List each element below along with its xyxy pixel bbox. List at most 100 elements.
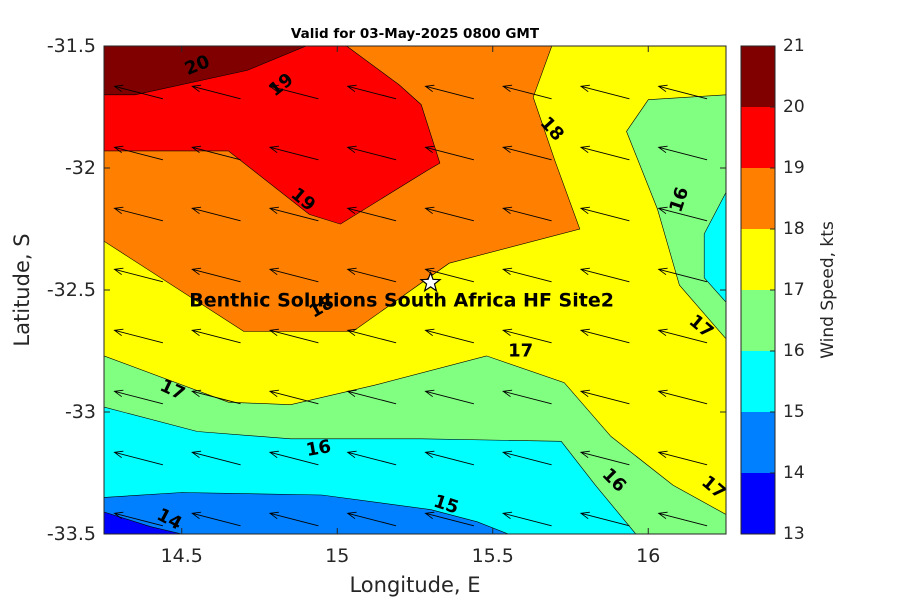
contour-band-20-21-3: [104, 46, 307, 96]
wind-arrow-5-2: [268, 389, 319, 405]
wind-arrow-0-3: [346, 84, 397, 100]
y-tick-label-3: -33: [65, 401, 96, 423]
x-tick-label-3: 16: [636, 545, 660, 567]
wind-arrow-3-1: [191, 267, 241, 283]
wind-arrow-4-7: [657, 328, 708, 344]
wind-arrow-4-0: [113, 328, 164, 344]
wind-arrow-3-0: [113, 267, 164, 283]
wind-arrow-1-2: [268, 145, 319, 161]
wind-arrow-0-4: [424, 84, 475, 100]
contour-label-7: 17: [508, 341, 533, 362]
y-tick-label-2: -32.5: [47, 279, 96, 301]
contour-band-15-16-7: [703, 192, 726, 303]
wind-arrow-5-5: [502, 389, 552, 405]
contour-band-14-15-8: [104, 492, 509, 534]
wind-arrow-1-1: [191, 145, 241, 161]
x-axis-title: Longitude, E: [349, 573, 480, 597]
wind-arrow-4-4: [424, 328, 475, 344]
wind-arrow-3-6: [579, 267, 630, 283]
wind-arrow-6-4: [424, 450, 475, 466]
y-axis-title: Latitude, S: [10, 233, 34, 346]
colorbar-title: Wind Speed, kts: [818, 221, 838, 359]
wind-arrow-2-5: [502, 206, 552, 222]
wind-arrow-3-2: [268, 267, 319, 283]
wind-arrow-4-5: [502, 328, 552, 344]
plot-title: Valid for 03-May-2025 0800 GMT: [291, 26, 540, 42]
wind-arrow-1-5: [502, 145, 552, 161]
wind-arrow-4-2: [268, 328, 319, 344]
wind-arrow-6-2: [268, 450, 319, 466]
y-tick-label-1: -32: [65, 157, 96, 179]
wind-arrow-2-3: [346, 206, 397, 222]
colorbar: 13 14 15 16 17 18 19 20 21 Wind Speed, kts: [740, 36, 838, 544]
contour-band-13-14-9: [104, 511, 182, 534]
wind-arrow-7-6: [579, 511, 630, 527]
colorbar-tick-label-3: 16: [783, 341, 805, 361]
wind-arrow-0-6: [579, 84, 630, 100]
wind-arrow-4-1: [191, 328, 241, 344]
wind-arrow-2-7: [657, 206, 708, 222]
site-star-marker: [419, 270, 442, 293]
colorbar-tick-label-5: 18: [783, 219, 805, 239]
contour-band-16-17-5: [626, 94, 726, 340]
colorbar-tick-label-1: 14: [783, 463, 805, 483]
wind-arrow-6-1: [191, 450, 241, 466]
wind-arrow-5-1: [191, 389, 241, 405]
y-tick-label-4: -33.5: [47, 523, 96, 545]
x-tick-label-2: 15.5: [472, 545, 514, 567]
x-axis-ticks: 14.5 15 15.5 16: [161, 46, 660, 567]
wind-arrow-2-0: [113, 206, 164, 222]
wind-arrow-4-6: [579, 328, 630, 344]
wind-arrow-1-6: [579, 145, 630, 161]
wind-arrow-3-3: [346, 267, 397, 283]
site-label: Benthic Solutions South Africa HF Site2: [189, 290, 614, 312]
colorbar-band-20-21: [741, 46, 775, 107]
colorbar-tick-label-4: 17: [783, 280, 805, 300]
wind-arrow-7-4: [424, 511, 475, 527]
contour-band-19-20-2: [104, 46, 441, 225]
y-axis-ticks: -31.5 -32 -32.5 -33 -33.5: [47, 35, 726, 545]
wind-arrow-4-3: [346, 328, 397, 344]
wind-arrow-7-3: [346, 511, 397, 527]
wind-arrow-7-2: [268, 511, 319, 527]
wind-arrow-3-7: [657, 267, 708, 283]
contour-label-9: 16: [304, 436, 332, 461]
site-marker-group: Benthic Solutions South Africa HF Site2: [189, 270, 614, 312]
colorbar-band-16-17: [741, 290, 775, 351]
colorbar-ticks: 13 14 15 16 17 18 19 20 21: [770, 36, 805, 544]
wind-arrow-1-4: [424, 145, 475, 161]
wind-arrow-0-7: [657, 84, 708, 100]
x-tick-label-0: 14.5: [161, 545, 203, 567]
wind-arrow-6-5: [502, 450, 552, 466]
colorbar-tick-label-2: 15: [783, 402, 805, 422]
colorbar-tick-label-8: 21: [783, 36, 805, 56]
colorbar-tick-label-7: 20: [783, 97, 805, 117]
colorbar-band-19-20: [741, 107, 775, 168]
wind-vectors: [113, 84, 708, 527]
colorbar-band-15-16: [741, 351, 775, 412]
wind-arrow-6-3: [346, 450, 397, 466]
wind-arrow-6-6: [579, 450, 630, 466]
wind-arrow-1-3: [346, 145, 397, 161]
wind-arrow-6-7: [657, 450, 708, 466]
wind-arrow-2-6: [579, 206, 630, 222]
wind-arrow-0-1: [191, 84, 241, 100]
x-tick-label-1: 15: [325, 545, 349, 567]
wind-arrow-7-1: [191, 511, 241, 527]
y-tick-label-0: -31.5: [47, 35, 96, 57]
colorbar-band-13-14: [741, 473, 775, 534]
colorbar-tick-label-0: 13: [783, 524, 805, 544]
wind-arrow-2-1: [191, 206, 241, 222]
wind-arrow-5-6: [579, 389, 630, 405]
wind-arrow-1-0: [113, 145, 164, 161]
wind-arrow-5-4: [424, 389, 475, 405]
wind-arrow-5-3: [346, 389, 397, 405]
wind-arrow-0-5: [502, 84, 552, 100]
wind-arrow-6-0: [113, 450, 164, 466]
wind-arrow-1-7: [657, 145, 708, 161]
wind-arrow-0-2: [268, 84, 319, 100]
colorbar-band-14-15: [741, 412, 775, 473]
wind-arrow-5-0: [113, 389, 164, 405]
